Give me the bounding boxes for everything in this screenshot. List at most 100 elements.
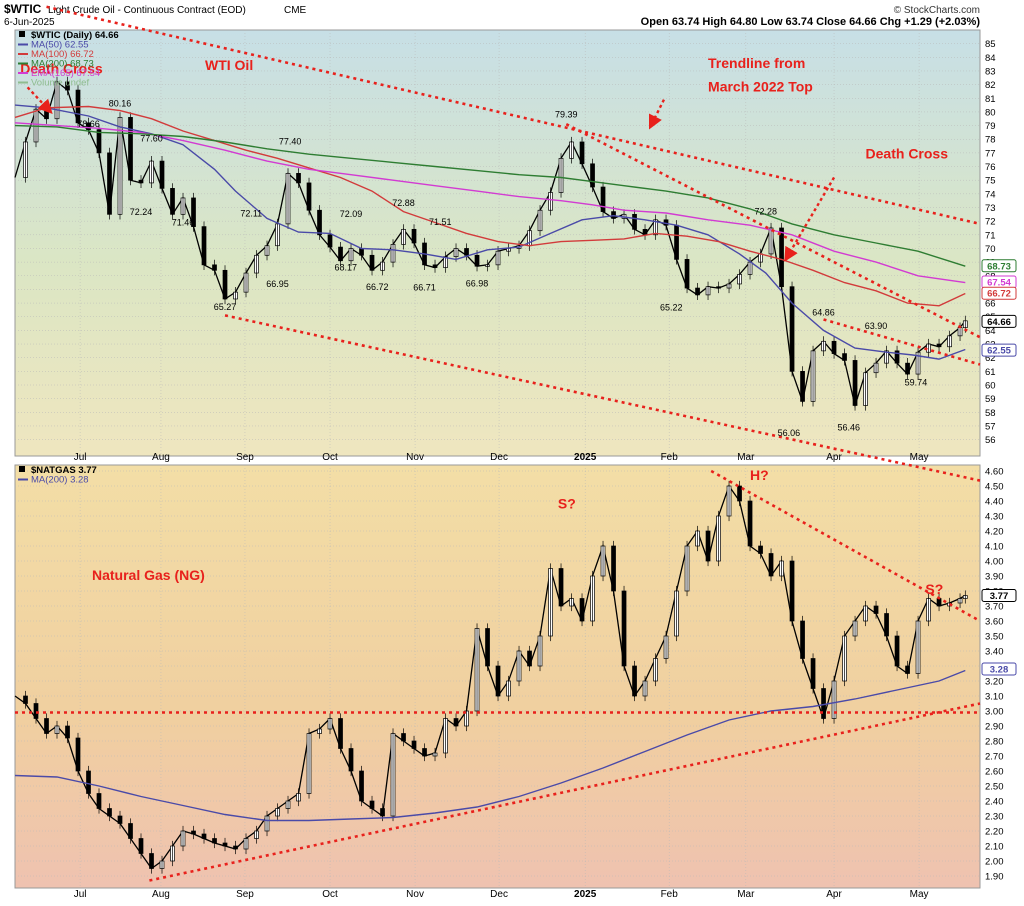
x-tick-label: Apr (826, 452, 842, 463)
top-grid (15, 30, 980, 456)
last-value-label: 67.54 (987, 278, 1011, 289)
y-tick-label: 80 (985, 107, 996, 118)
legend-label: MA(200) 3.28 (31, 475, 89, 486)
y-tick-label: 61 (985, 367, 996, 378)
trendline (823, 318, 981, 366)
y-tick-label: 71 (985, 230, 996, 241)
y-tick-label: 4.00 (985, 557, 1004, 568)
y-tick-label: 73 (985, 203, 996, 214)
y-tick-label: 4.30 (985, 512, 1004, 523)
annotation-text: H? (750, 467, 769, 483)
y-tick-label: 2.90 (985, 722, 1004, 733)
legend-label: $NATGAS 3.77 (31, 465, 97, 476)
y-tick-label: 4.10 (985, 542, 1004, 553)
ma-line-ma200 (14, 124, 966, 267)
y-tick-label: 60 (985, 381, 996, 392)
y-tick-label: 2.50 (985, 782, 1004, 793)
last-value-label: 3.77 (990, 591, 1009, 602)
legend-label: Volume undef (31, 78, 89, 89)
y-tick-label: 3.20 (985, 677, 1004, 688)
last-value-tag (981, 286, 1017, 300)
x-tick-label: Jul (74, 889, 87, 900)
trendline (710, 469, 981, 623)
x-tick-label: Apr (826, 889, 842, 900)
annotation-text: S? (925, 581, 943, 597)
y-tick-label: 66 (985, 299, 996, 310)
x-tick-label: Feb (661, 452, 679, 463)
trendline (565, 123, 981, 339)
y-tick-label: 77 (985, 148, 996, 159)
last-value-label: 62.55 (987, 346, 1011, 357)
y-tick-label: 62 (985, 353, 996, 364)
y-tick-label: 2.80 (985, 737, 1004, 748)
y-tick-label: 2.20 (985, 827, 1004, 838)
annotation-text: March 2022 Top (708, 78, 813, 94)
last-value-tag (981, 314, 1017, 328)
price-label: 72.24 (130, 207, 153, 217)
y-tick-label: 2.30 (985, 812, 1004, 823)
price-label: 77.60 (140, 134, 163, 144)
y-tick-label: 4.20 (985, 527, 1004, 538)
legend-label: MA(50) 62.55 (31, 40, 89, 51)
y-tick-label: 2.40 (985, 797, 1004, 808)
y-tick-label: 2.00 (985, 857, 1004, 868)
price-label: 78.66 (77, 119, 100, 129)
annotation-text: Death Cross (866, 145, 949, 161)
y-tick-label: 79 (985, 121, 996, 132)
x-tick-label: Aug (152, 452, 170, 463)
y-tick-label: 72 (985, 217, 996, 228)
y-tick-label: 75 (985, 176, 996, 187)
price-label: 72.28 (755, 206, 778, 216)
y-tick-label: 1.90 (985, 872, 1004, 883)
top-panel-bg (14, 29, 981, 457)
last-value-tag (981, 589, 1017, 602)
y-tick-label: 3.00 (985, 707, 1004, 718)
y-tick-label: 3.90 (985, 572, 1004, 583)
trendline (149, 702, 981, 882)
y-tick-label: 64 (985, 326, 996, 337)
header-name: Light Crude Oil - Continuous Contract (E… (48, 5, 246, 16)
top-annotation-title: WTI Oil (205, 57, 253, 73)
price-label: 66.95 (266, 279, 289, 289)
last-value-tag (981, 662, 1017, 676)
price-label: 56.06 (778, 428, 801, 438)
trendline (224, 314, 981, 482)
x-tick-label: Mar (737, 889, 755, 900)
price-label: 66.71 (413, 282, 436, 292)
bottom-plot: S? H? S? (14, 467, 981, 882)
price-label: 72.11 (240, 209, 262, 219)
y-tick-label: 3.70 (985, 602, 1004, 613)
price-label: 56.46 (837, 422, 860, 432)
ma-line-ma100 (14, 105, 966, 307)
price-label: 66.98 (466, 279, 489, 289)
last-value-label: 66.72 (987, 289, 1011, 300)
bottom-y-axis: 1.90 2.00 2.10 2.20 2.30 2.40 2.50 2.60 2.70 2.80… (981, 467, 1017, 883)
ma-line-ma50 (14, 104, 966, 360)
legend-label: MA(200) 68.73 (31, 59, 94, 70)
last-value-tag (981, 259, 1017, 273)
price-label: 80.16 (109, 99, 132, 109)
annotation-arrow (648, 99, 666, 130)
y-tick-label: 78 (985, 135, 996, 146)
legend-label: MA(100) 66.72 (31, 49, 94, 60)
y-tick-label: 3.10 (985, 692, 1004, 703)
y-tick-label: 58 (985, 408, 996, 419)
x-tick-label: 2025 (574, 889, 597, 900)
bottom-grid (15, 465, 980, 888)
ma-line-ema165 (14, 122, 966, 284)
header-ticker: $WTIC (4, 2, 42, 16)
y-tick-label: 74 (985, 189, 996, 200)
x-tick-label: Jul (74, 452, 87, 463)
annotation-text: Trendline from (708, 55, 805, 71)
last-value-label: 64.66 (987, 317, 1011, 328)
ma-line-ma200 (14, 669, 966, 822)
price-label: 64.86 (812, 308, 835, 318)
header-copyright: © StockCharts.com (894, 5, 980, 16)
legend-swatch-price (19, 466, 25, 472)
x-tick-label: Nov (406, 452, 424, 463)
legend-label: EMA(165) 67.54 (31, 68, 100, 79)
bottom-annotation-title: Natural Gas (NG) (92, 567, 205, 583)
